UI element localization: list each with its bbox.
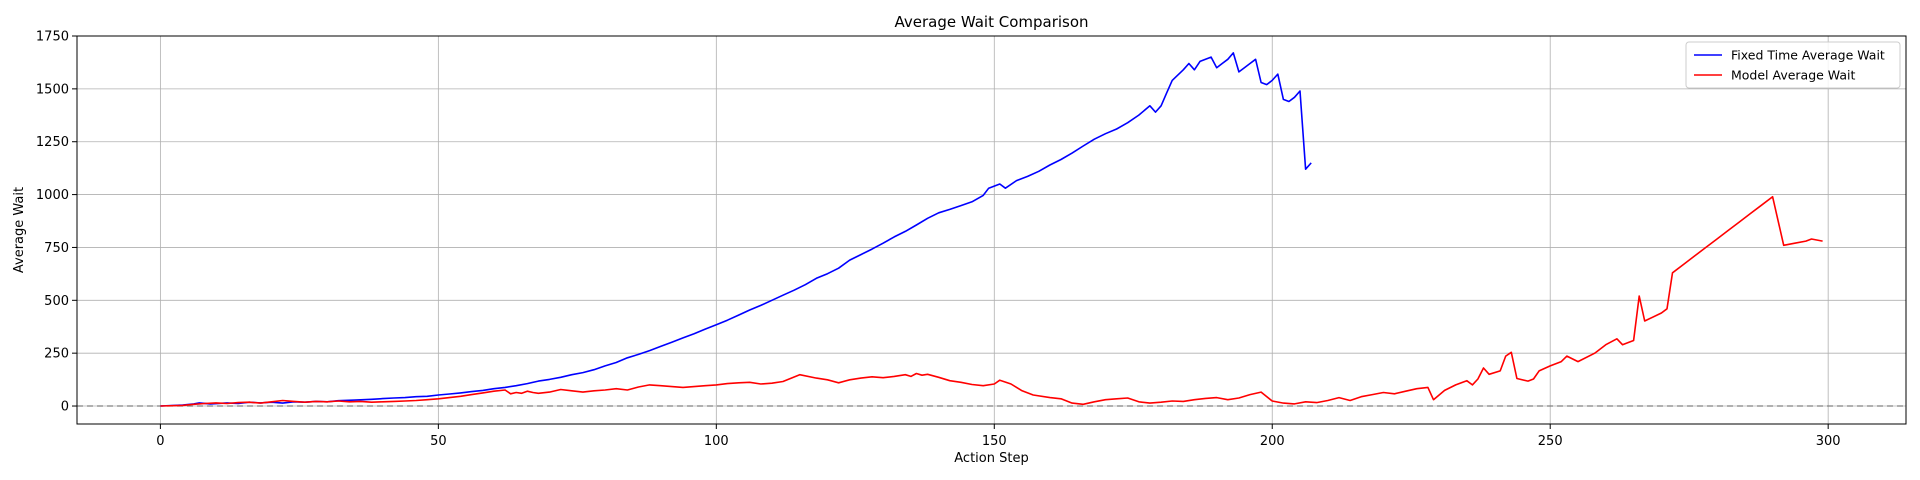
y-tick-label: 1250: [36, 135, 69, 150]
y-tick-label: 1500: [36, 82, 69, 97]
x-axis-label: Action Step: [954, 451, 1028, 466]
y-tick-label: 250: [44, 347, 69, 362]
legend: Fixed Time Average Wait Model Average Wa…: [1685, 41, 1901, 89]
x-tick-label: 200: [1260, 434, 1285, 449]
y-tick-label: 1750: [36, 30, 69, 45]
plot-area: [77, 35, 1906, 424]
legend-label-fixed-time: Fixed Time Average Wait: [1731, 48, 1885, 63]
y-tick-label: 0: [61, 400, 69, 415]
series-line-fixed-time: [160, 52, 1312, 407]
y-tick-label: 1000: [36, 188, 69, 203]
x-tick-label: 250: [1538, 434, 1563, 449]
x-tick-label: 150: [982, 434, 1007, 449]
x-tick-label: 100: [704, 434, 729, 449]
plot-frame: [76, 35, 1907, 425]
axes: 0 50 100 150 200 250 300 0 250 500 750 1000 1250 1500…: [36, 30, 1907, 449]
y-tick-label: 750: [44, 241, 69, 256]
legend-label-model: Model Average Wait: [1731, 68, 1856, 83]
y-axis-label: Average Wait: [12, 187, 27, 273]
x-tick-label: 300: [1816, 434, 1841, 449]
x-tick-label: 0: [156, 434, 164, 449]
legend-box: [1685, 41, 1901, 89]
series-line-model: [160, 195, 1823, 407]
x-tick-label: 50: [430, 434, 447, 449]
y-tick-label: 500: [44, 294, 69, 309]
chart-title: Average Wait Comparison: [894, 13, 1088, 31]
